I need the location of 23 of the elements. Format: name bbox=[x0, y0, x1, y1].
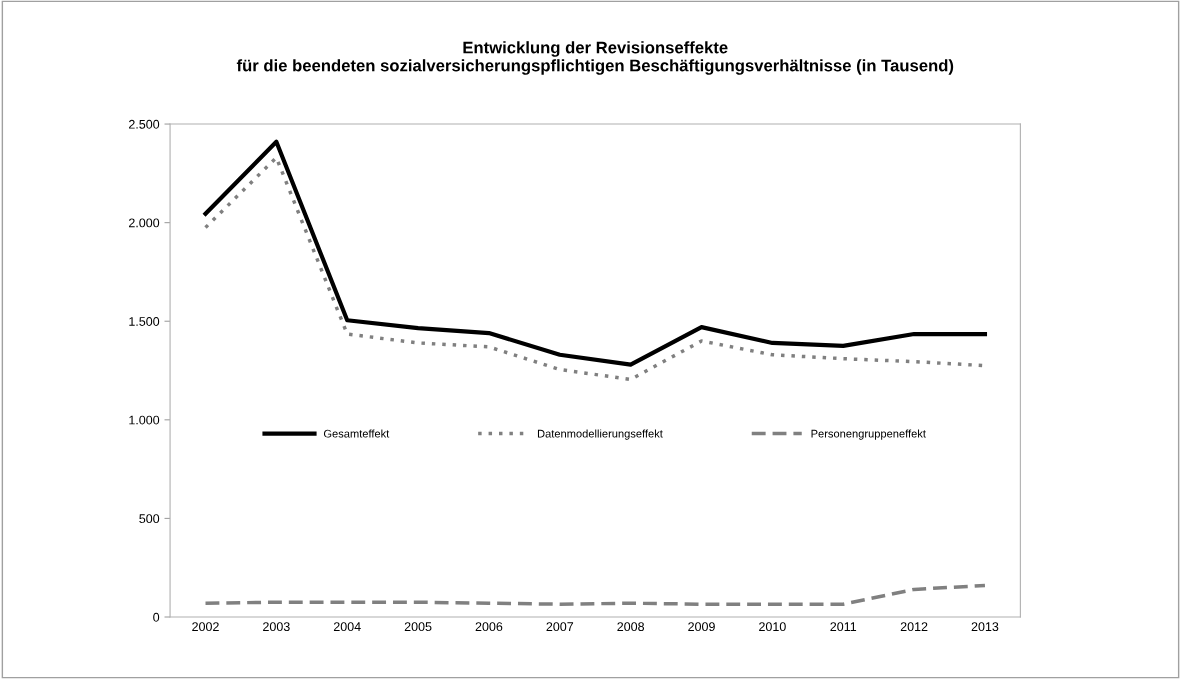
x-tick-label: 2005 bbox=[404, 622, 432, 632]
x-tick-label: 2003 bbox=[263, 622, 290, 632]
x-tick-label: 2013 bbox=[971, 622, 999, 632]
legend-label: Gesamteffekt bbox=[323, 429, 390, 438]
x-tick-label: 2008 bbox=[617, 622, 645, 632]
x-tick-label: 2004 bbox=[333, 622, 361, 632]
x-tick-label: 2006 bbox=[475, 622, 503, 632]
chart-title: Entwicklung der Revisionseffekte für die beendeten sozialversicherungspflichtigen Beschäftigungsverhältnisse (in Tausend) bbox=[236, 41, 954, 75]
legend-label: Datenmodellierungseffekt bbox=[537, 429, 663, 440]
legend-label: Personengruppeneffekt bbox=[811, 429, 926, 440]
y-tick-label: 2.000 bbox=[129, 218, 160, 228]
y-tick-label: 1.500 bbox=[129, 317, 160, 326]
y-tick-label: 500 bbox=[139, 514, 160, 524]
x-tick-label: 2002 bbox=[192, 622, 219, 632]
y-tick-label: 1.000 bbox=[129, 415, 160, 425]
x-tick-label: 2007 bbox=[546, 622, 574, 632]
x-tick-label: 2012 bbox=[900, 622, 928, 632]
y-tick-label: 0 bbox=[153, 612, 160, 622]
y-tick-label: 2.500 bbox=[129, 119, 160, 129]
x-tick-label: 2009 bbox=[688, 622, 715, 632]
x-tick-label: 2010 bbox=[759, 622, 786, 632]
line-series bbox=[203, 583, 987, 606]
x-tick-label: 2011 bbox=[830, 622, 857, 632]
